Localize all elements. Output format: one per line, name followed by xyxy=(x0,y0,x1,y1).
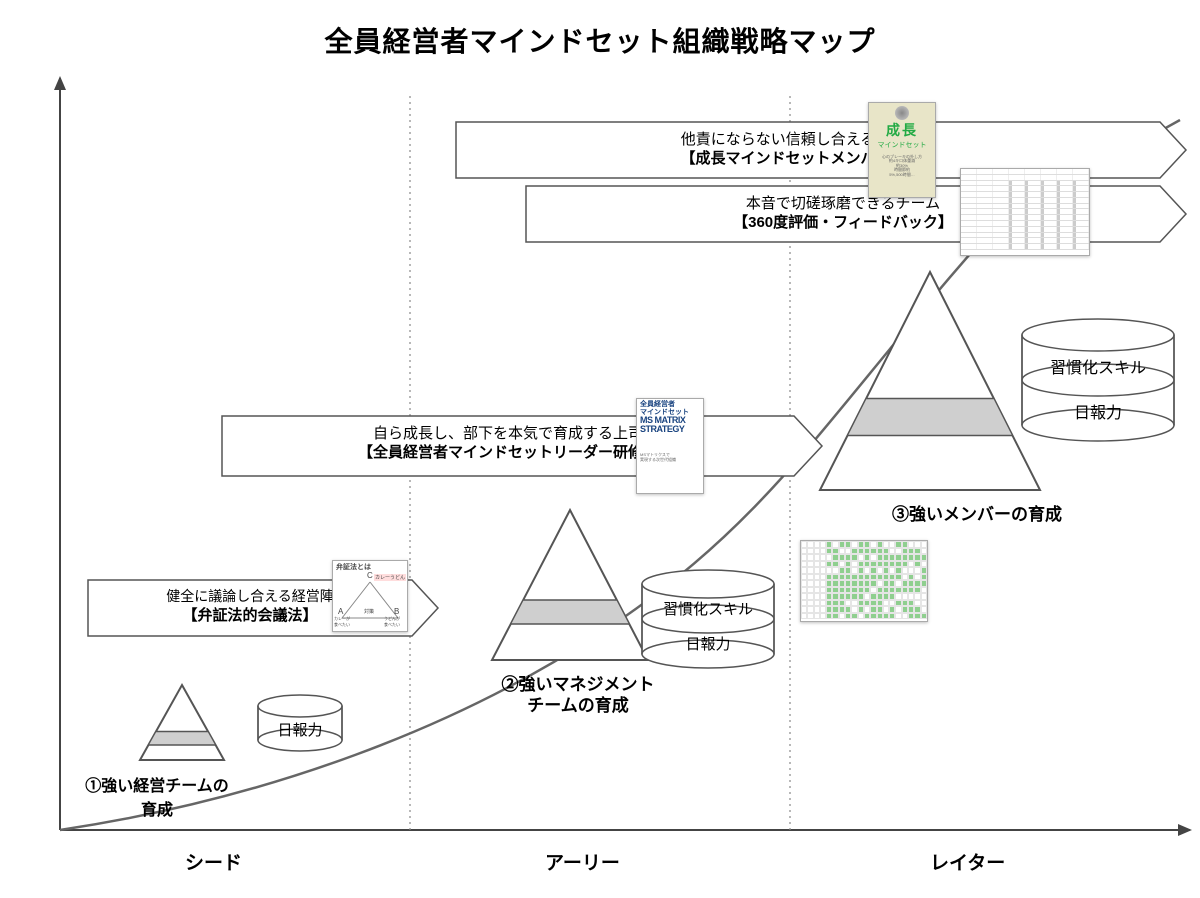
arr3-line1: 他責にならない信頼し合える仲間作り xyxy=(456,128,1160,149)
cyl2-label-0: 習慣化スキル xyxy=(642,598,774,619)
pyr1-caption: ①強い経営チームの育成 xyxy=(85,772,229,820)
x-label-1: アーリー xyxy=(545,848,620,875)
growth-mindset-book-thumb: 成長マインドセット心のブレーキの外し方 約4キロ体重減 約30% 時間節約 5%… xyxy=(868,102,936,198)
cyl1-label-0: 日報力 xyxy=(258,719,342,740)
cyl3-label-1: 日報力 xyxy=(1022,399,1174,423)
arr2-line1: 自ら成長し、部下を本気で育成する上司 xyxy=(222,422,794,443)
pyr2-caption: チームの育成 xyxy=(470,691,686,716)
arr3-line2: 【成長マインドセットメンバー研修】 xyxy=(456,147,1160,168)
pyr3-caption: ③強いメンバーの育成 xyxy=(837,500,1117,525)
x-label-0: シード xyxy=(185,848,242,875)
habit-sheet-thumb xyxy=(800,540,928,622)
cyl3-label-0: 習慣化スキル xyxy=(1022,354,1174,378)
pyr2 xyxy=(492,510,648,660)
feedback-sheet-thumb xyxy=(960,168,1090,256)
pyr3 xyxy=(820,272,1040,490)
strategy-map: 全員経営者マインドセット組織戦略マップ健全に議論し合える経営陣【弁証法的会議法】… xyxy=(0,0,1200,898)
cyl2-label-1: 日報力 xyxy=(642,633,774,654)
ms-matrix-book-thumb: 全員経営者 マインドセットMS MATRIX STRATEGYMSマトリクスで … xyxy=(636,398,704,494)
pyr1 xyxy=(140,685,224,760)
arr2-line2: 【全員経営者マインドセットリーダー研修】 xyxy=(222,441,794,462)
page-title: 全員経営者マインドセット組織戦略マップ xyxy=(210,20,990,60)
x-label-2: レイター xyxy=(930,848,1005,875)
